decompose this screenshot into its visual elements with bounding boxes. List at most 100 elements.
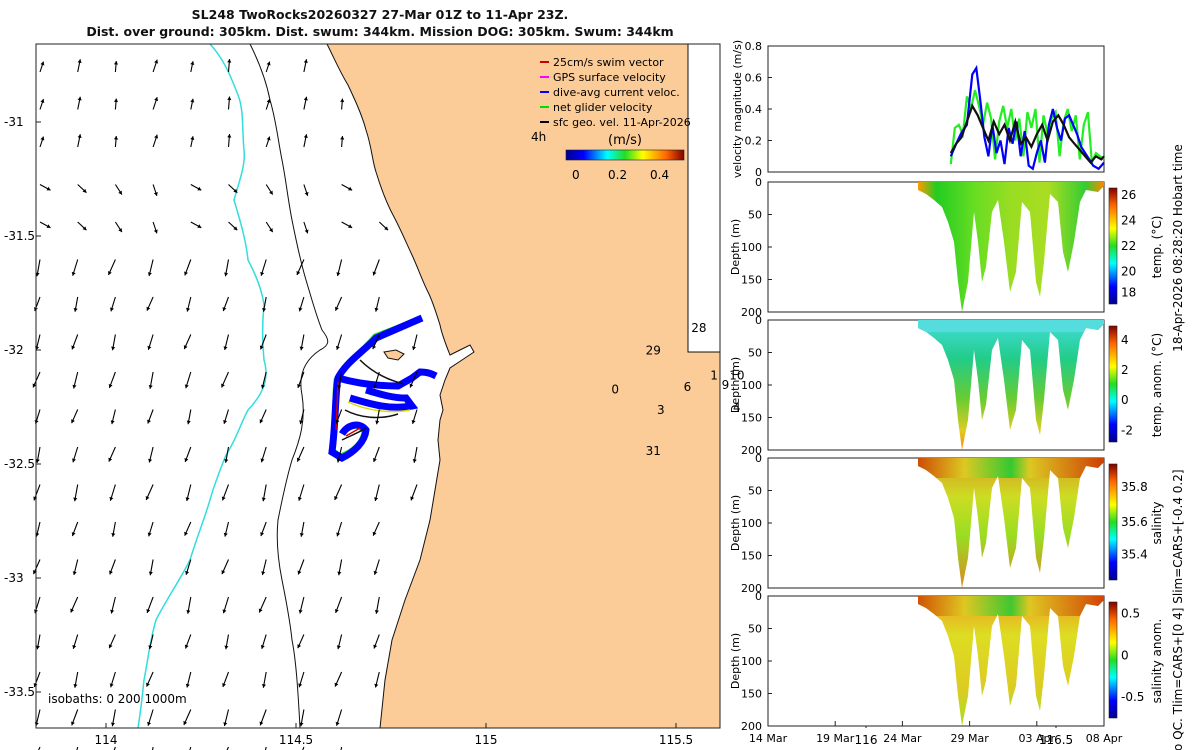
velocity-arrow	[412, 334, 418, 351]
velocity-arrow	[260, 634, 267, 649]
velocity-arrow	[110, 296, 116, 312]
svg-text:no QC. Tlim=CARS+[0 4] Slim=CA: no QC. Tlim=CARS+[0 4] Slim=CARS+[-0.4 0…	[1171, 469, 1185, 750]
velocity-arrow	[373, 371, 380, 389]
time-tick: 24 Mar	[883, 732, 922, 745]
depth-tick: 150	[741, 550, 762, 563]
day-labels: 28 29 1 109 6 0 3 4 31	[611, 321, 744, 458]
velocity-arrow	[152, 184, 158, 197]
velocity-arrow	[33, 484, 41, 501]
velocity-arrow	[110, 709, 116, 727]
velocity-arrow	[409, 371, 418, 388]
colorbar-tick: 24	[1121, 213, 1136, 227]
velocity-axes	[767, 45, 1105, 173]
velocity-arrow	[222, 296, 230, 312]
velocity-arrow	[147, 409, 154, 424]
velocity-arrow	[259, 334, 267, 350]
velocity-arrow	[190, 221, 202, 229]
velocity-arrow	[302, 746, 305, 750]
land-mass	[326, 43, 721, 729]
depth-tick: 50	[748, 209, 762, 222]
depth-tick: 150	[741, 274, 762, 287]
time-step-label: 4h	[531, 130, 546, 144]
velocity-arrow	[378, 221, 389, 231]
velocity-arrow	[190, 136, 195, 148]
colorbar-tick: 26	[1121, 188, 1136, 202]
velocity-arrow	[76, 746, 79, 750]
side-note-1: 18-Apr-2026 08:28:20 Hobart time	[1171, 144, 1185, 352]
velocity-arrow	[222, 596, 230, 614]
velocity-arrow	[303, 96, 308, 110]
svg-text:dive-avg current veloc.: dive-avg current veloc.	[553, 86, 680, 99]
velocity-arrow	[77, 59, 82, 73]
depth-tick: 150	[741, 412, 762, 425]
velocity-arrow	[221, 371, 230, 388]
velocity-arrow	[186, 409, 192, 425]
velocity-series	[949, 64, 1105, 171]
velocity-arrow	[111, 334, 116, 351]
svg-text:GPS surface velocity: GPS surface velocity	[553, 71, 666, 84]
colorbar-label-temp_anom: temp. anom. (°C)	[1150, 333, 1164, 437]
day-label: 4	[733, 401, 741, 415]
velocity-arrow	[372, 259, 380, 276]
velocity-arrow	[228, 184, 238, 194]
day-label: 9	[722, 378, 730, 392]
velocity-arrow	[297, 634, 305, 649]
velocity-arrow	[77, 221, 87, 231]
legend-item-gps: GPS surface velocity	[540, 71, 666, 84]
velocity-arrow	[35, 259, 41, 277]
velocity-arrow	[73, 671, 79, 688]
depth-tick: 50	[748, 623, 762, 636]
velocity-arrow	[183, 334, 192, 350]
velocity-arrow	[110, 409, 116, 425]
colorbar-tick: 4	[1121, 333, 1129, 347]
velocity-arrow	[152, 221, 158, 234]
velocity-arrow	[109, 484, 116, 501]
velocity-arrow	[261, 484, 267, 502]
velocity-arrow	[374, 296, 380, 312]
depth-tick: 150	[741, 688, 762, 701]
velocity-arrow	[221, 484, 230, 501]
day-label: 0	[611, 382, 619, 396]
map-x-tick: 114	[95, 733, 118, 747]
velocity-arrow	[152, 59, 159, 73]
depth-tick: 0	[755, 314, 762, 327]
velocity-arrow	[186, 296, 192, 312]
velocity-arrow	[72, 634, 79, 649]
day-label: 31	[646, 444, 661, 458]
velocity-arrow	[190, 61, 195, 73]
velocity-arrow	[147, 259, 154, 277]
velocity-arrow	[227, 133, 232, 148]
velocity-arrow	[265, 184, 274, 195]
velocity-arrow	[152, 96, 159, 110]
velocity-arrow	[38, 746, 41, 750]
velocity-arrow	[39, 184, 51, 191]
colorbar-tick: 2	[1121, 363, 1129, 377]
velocity-arrow	[297, 559, 305, 575]
time-tick: 14 Mar	[749, 732, 788, 745]
colorbar-label-temp: temp. (°C)	[1150, 216, 1164, 279]
velocity-arrow	[71, 409, 79, 424]
velocity-arrow	[70, 596, 79, 613]
velocity-arrow	[73, 484, 79, 502]
velocity-arrow	[77, 184, 87, 194]
velocity-arrow	[147, 521, 154, 537]
velocity-arrow	[336, 634, 343, 650]
velocity-arrow	[372, 521, 380, 536]
velocity-arrow	[337, 371, 343, 389]
depth-tick: 100	[741, 517, 762, 530]
velocity-arrow	[298, 596, 305, 614]
velocity-arrow	[298, 296, 305, 312]
velocity-arrow	[185, 484, 192, 502]
velocity-arrow	[335, 709, 343, 726]
velocity-arrow	[113, 135, 119, 148]
depth-tick: 0	[755, 590, 762, 603]
velocity-arrow	[184, 259, 192, 276]
velocity-arrow	[32, 371, 41, 388]
map-y-tick: -31	[4, 115, 24, 129]
velocity-arrow	[113, 98, 119, 110]
map-panel: 28 29 1 109 6 0 3 4 31 114 114.5 115 115.5 116 116.5 1…	[4, 43, 1073, 750]
velocity-arrow	[260, 259, 267, 276]
colorbar-tick: 20	[1121, 265, 1136, 279]
velocity-arrow	[303, 134, 308, 148]
